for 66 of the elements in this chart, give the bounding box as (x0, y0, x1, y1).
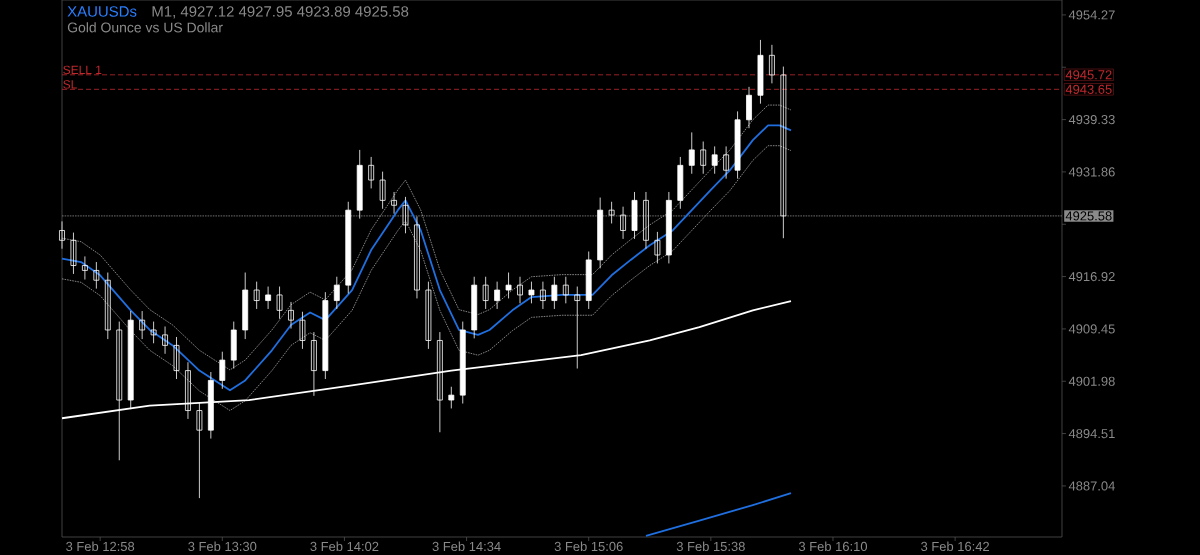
candlestick (265, 286, 272, 310)
candlestick (253, 281, 260, 310)
candlestick (368, 156, 375, 189)
y-tick-label: 4916.92 (1068, 272, 1115, 282)
candlestick (620, 206, 626, 240)
candlestick (276, 286, 283, 320)
candlestick (505, 272, 512, 299)
ref-line-label: SL (63, 80, 77, 89)
text: 4943.65 (1065, 84, 1112, 94)
x-tick-label: 3 Feb 14:02 (310, 541, 379, 552)
candlestick (688, 132, 695, 175)
x-tick-label: 3 Feb 12:58 (66, 541, 135, 552)
candlestick (711, 146, 718, 175)
y-tick-label: 4887.04 (1068, 481, 1115, 491)
candlestick (654, 231, 661, 264)
candlestick (333, 276, 340, 310)
candlestick (104, 272, 111, 340)
candlestick (608, 201, 615, 224)
x-tick-label: 3 Feb 15:06 (554, 541, 623, 552)
candlestick (517, 276, 523, 304)
candlestick (310, 331, 317, 397)
ref-line-label: SELL 1 (63, 65, 102, 75)
candlestick (299, 311, 306, 350)
candlestick (643, 191, 649, 250)
candlestick (768, 44, 775, 84)
candlestick (150, 321, 157, 344)
candlestick (528, 281, 535, 304)
candlestick (562, 276, 569, 304)
annotation: Gold Ounce vs US Dollar (67, 22, 223, 33)
candlestick (391, 191, 397, 215)
candlestick (723, 146, 730, 180)
candlestick (402, 196, 409, 234)
x-tick-label: 3 Feb 16:10 (798, 541, 868, 552)
candlestick (81, 256, 88, 280)
candlestick (425, 281, 432, 350)
candlestick (139, 310, 146, 340)
candlestick (700, 141, 707, 175)
candlestick (494, 281, 501, 310)
candlestick (780, 66, 787, 239)
y-tick-label: 4954.27 (1068, 10, 1115, 20)
candlestick (219, 351, 226, 390)
candlestick (70, 232, 77, 275)
candlestick (448, 386, 455, 409)
x-tick-label: 3 Feb 15:38 (676, 541, 745, 552)
text: 4925.58 (1065, 211, 1112, 221)
y-tick-label: 4901.98 (1068, 376, 1115, 386)
x-tick-label: 3 Feb 16:42 (921, 541, 990, 552)
y-tick-label: 4894.51 (1068, 429, 1115, 439)
candlestick (93, 261, 100, 290)
chart-subtitle: M1, 4927.12 4927.95 4923.89 4925.58 (152, 6, 409, 19)
candlestick (59, 220, 65, 250)
chart-title: XAUUSDs (67, 6, 137, 17)
y-tick-label: 4909.45 (1068, 324, 1115, 334)
candlestick (379, 171, 386, 210)
x-tick-label: 3 Feb 13:30 (188, 541, 257, 552)
y-tick-label: 4931.86 (1068, 167, 1115, 177)
candlestick (162, 326, 168, 355)
text: 4945.72 (1065, 70, 1112, 80)
x-tick-label: 3 Feb 14:34 (432, 541, 501, 552)
candlestick (551, 276, 558, 310)
y-tick-label: 4939.33 (1068, 114, 1115, 125)
candlestick (539, 281, 546, 310)
candlestick (288, 301, 294, 329)
candlestick (414, 216, 420, 299)
candlestick (482, 276, 489, 310)
candlestick (173, 336, 180, 380)
